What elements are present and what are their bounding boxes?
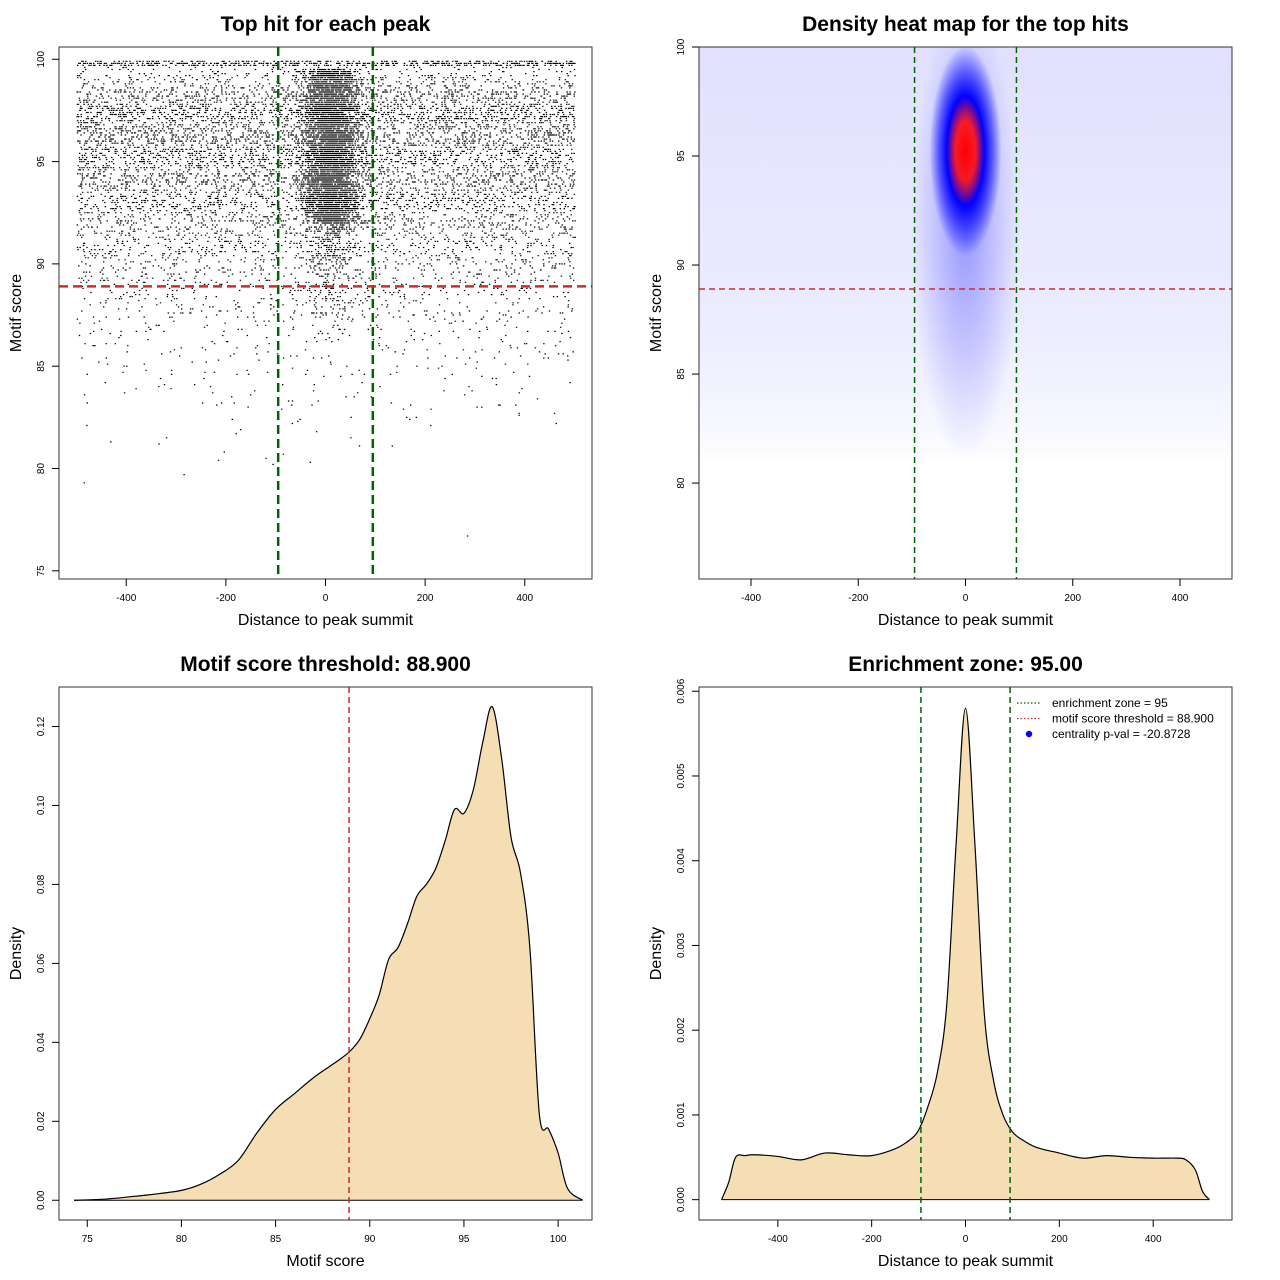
x-tick-label: 0 bbox=[963, 1234, 969, 1245]
y-tick-label: 0.12 bbox=[36, 716, 47, 736]
x-tick-label: -400 bbox=[116, 593, 136, 604]
x-tick-label: 0 bbox=[963, 593, 969, 604]
x-axis-label: Motif score bbox=[286, 1253, 364, 1270]
y-tick-label: 0.08 bbox=[36, 874, 47, 894]
x-tick-label: 400 bbox=[516, 593, 533, 604]
y-tick-label: 0.02 bbox=[36, 1111, 47, 1131]
y-tick-label: 95 bbox=[676, 150, 687, 162]
chart-title: Top hit for each peak bbox=[221, 13, 431, 36]
y-tick-label: 0.001 bbox=[676, 1102, 687, 1127]
y-tick-label: 0.04 bbox=[36, 1032, 47, 1052]
x-tick-label: 85 bbox=[270, 1234, 282, 1245]
y-tick-label: 100 bbox=[36, 50, 47, 67]
x-tick-label: 90 bbox=[364, 1234, 376, 1245]
heatmap-density bbox=[699, 47, 1232, 579]
y-axis-label: Density bbox=[8, 927, 25, 980]
plot-frame bbox=[58, 686, 593, 1221]
x-tick-label: -400 bbox=[768, 1234, 788, 1245]
density-hotspot bbox=[929, 47, 1002, 257]
y-tick-label: 0.00 bbox=[36, 1190, 47, 1210]
x-tick-label: -200 bbox=[848, 593, 868, 604]
x-axis-label: Distance to peak summit bbox=[238, 612, 414, 629]
y-axis-label: Motif score bbox=[648, 274, 665, 352]
y-tick-label: 0.003 bbox=[676, 933, 687, 958]
heatmap-panel: Density heat map for the top hits Distanc… bbox=[648, 13, 1233, 629]
density-fill bbox=[74, 706, 583, 1201]
x-tick-label: 200 bbox=[1051, 1234, 1068, 1245]
y-tick-label: 95 bbox=[36, 156, 47, 168]
x-tick-label: -200 bbox=[862, 1234, 882, 1245]
y-tick-label: 80 bbox=[676, 477, 687, 489]
density-curve bbox=[720, 707, 1210, 1201]
chart-title: Motif score threshold: 88.900 bbox=[180, 653, 471, 676]
x-tick-label: 80 bbox=[176, 1234, 188, 1245]
chart-title: Density heat map for the top hits bbox=[802, 13, 1129, 36]
x-tick-label: 100 bbox=[550, 1234, 567, 1245]
motif-score-density-panel: Motif score threshold: 88.900 Motif score… bbox=[8, 653, 593, 1270]
legend-label: enrichment zone = 95 bbox=[1052, 696, 1168, 710]
y-tick-label: 85 bbox=[676, 368, 687, 380]
density-curve bbox=[74, 706, 583, 1201]
scatter-panel: Top hit for each peak Distance to peak su… bbox=[8, 13, 593, 629]
legend-label: centrality p-val = -20.8728 bbox=[1052, 727, 1191, 741]
distance-density-panel: Enrichment zone: 95.00 Distance to peak s… bbox=[648, 653, 1233, 1270]
y-tick-label: 0.10 bbox=[36, 795, 47, 815]
x-axis-label: Distance to peak summit bbox=[878, 1253, 1054, 1270]
x-axis-label: Distance to peak summit bbox=[878, 612, 1054, 629]
y-tick-label: 90 bbox=[676, 259, 687, 271]
y-tick-label: 90 bbox=[36, 258, 47, 270]
x-tick-label: 95 bbox=[458, 1234, 470, 1245]
y-tick-label: 0.004 bbox=[676, 848, 687, 873]
legend-label: motif score threshold = 88.900 bbox=[1052, 712, 1214, 726]
y-tick-label: 0.06 bbox=[36, 953, 47, 973]
y-tick-label: 85 bbox=[36, 360, 47, 372]
density-fill bbox=[721, 708, 1210, 1200]
y-tick-label: 100 bbox=[676, 38, 687, 55]
y-tick-label: 80 bbox=[36, 463, 47, 475]
x-tick-label: 0 bbox=[323, 593, 329, 604]
x-tick-label: 200 bbox=[417, 593, 434, 604]
y-axis-label: Density bbox=[648, 927, 665, 980]
x-tick-label: 400 bbox=[1145, 1234, 1162, 1245]
x-tick-label: 75 bbox=[82, 1234, 94, 1245]
data-points bbox=[76, 60, 576, 537]
legend: enrichment zone = 95 motif score threshol… bbox=[1017, 696, 1214, 741]
y-axis-label: Motif score bbox=[8, 274, 25, 352]
chart-title: Enrichment zone: 95.00 bbox=[848, 653, 1083, 676]
scatter-points bbox=[76, 60, 576, 537]
x-tick-label: -200 bbox=[216, 593, 236, 604]
y-tick-label: 0.000 bbox=[676, 1187, 687, 1212]
y-tick-label: 75 bbox=[36, 565, 47, 577]
y-tick-label: 0.005 bbox=[676, 763, 687, 788]
legend-point-swatch bbox=[1025, 730, 1033, 738]
x-tick-label: 400 bbox=[1172, 593, 1189, 604]
y-tick-label: 0.006 bbox=[676, 678, 687, 703]
y-tick-label: 0.002 bbox=[676, 1017, 687, 1042]
x-tick-label: -400 bbox=[741, 593, 761, 604]
x-tick-label: 200 bbox=[1064, 593, 1081, 604]
